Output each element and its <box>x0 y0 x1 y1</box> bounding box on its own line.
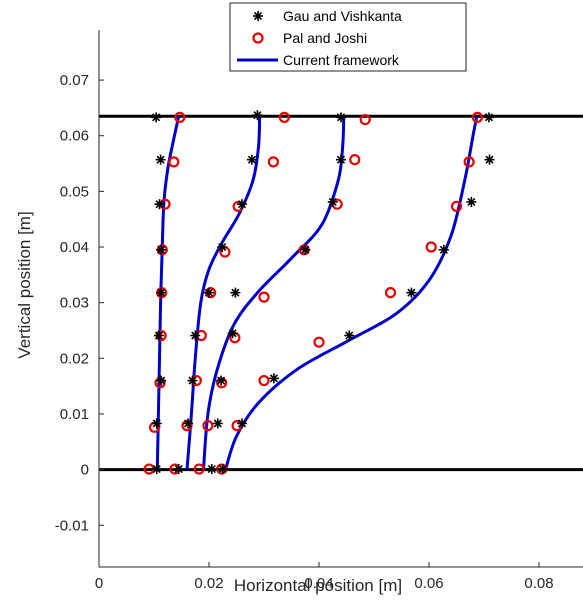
data-point-gau-vishkanta <box>227 328 238 339</box>
data-point-pal-joshi <box>168 156 180 168</box>
data-point-gau-vishkanta <box>187 375 198 386</box>
x-tick-label: 0.08 <box>524 575 553 592</box>
data-point-pal-joshi <box>471 111 483 123</box>
series-line-current-framework <box>155 115 181 470</box>
data-point-pal-joshi <box>450 200 463 213</box>
data-point-pal-joshi <box>258 291 270 303</box>
y-tick-label: 0.01 <box>60 406 89 423</box>
data-point-gau-vishkanta <box>484 154 495 165</box>
series-line-current-framework <box>185 116 262 470</box>
data-point-pal-joshi <box>425 241 437 253</box>
data-point-gau-vishkanta <box>156 244 167 255</box>
y-tick-label: 0.07 <box>60 72 89 89</box>
data-point-gau-vishkanta <box>230 287 241 298</box>
data-point-gau-vishkanta <box>252 110 263 121</box>
data-point-gau-vishkanta <box>154 199 165 210</box>
data-point-pal-joshi <box>181 420 193 432</box>
data-point-gau-vishkanta <box>246 154 257 165</box>
legend-label-pal: Pal and Joshi <box>283 30 367 46</box>
data-point-gau-vishkanta <box>155 154 166 165</box>
data-point-gau-vishkanta <box>156 287 167 298</box>
legend-marker-pal <box>252 32 264 44</box>
legend-label-current: Current framework <box>283 52 400 68</box>
data-point-pal-joshi <box>202 420 214 432</box>
data-point-gau-vishkanta <box>438 244 449 255</box>
y-tick-label: 0.04 <box>60 239 89 256</box>
data-point-gau-vishkanta <box>151 464 162 475</box>
data-point-pal-joshi <box>258 374 270 387</box>
data-point-gau-vishkanta <box>206 464 217 475</box>
data-point-gau-vishkanta <box>217 464 228 475</box>
data-point-gau-vishkanta <box>217 242 228 253</box>
data-point-gau-vishkanta <box>173 464 184 475</box>
data-point-gau-vishkanta <box>336 154 346 165</box>
data-point-gau-vishkanta <box>336 112 346 123</box>
y-tick-label: 0.03 <box>60 295 89 312</box>
x-tick-label: 0.06 <box>414 575 443 592</box>
data-point-gau-vishkanta <box>216 375 227 386</box>
data-point-gau-vishkanta <box>237 199 247 210</box>
legend: Gau and Vishkanta Pal and Joshi Current … <box>229 2 467 72</box>
data-point-gau-vishkanta <box>327 196 338 207</box>
data-point-pal-joshi <box>267 156 279 168</box>
legend-marker-gau <box>253 11 263 21</box>
y-tick-label: -0.01 <box>55 517 89 534</box>
data-point-gau-vishkanta <box>406 287 417 298</box>
data-point-gau-vishkanta <box>190 330 201 341</box>
data-point-pal-joshi <box>359 113 371 126</box>
data-point-gau-vishkanta <box>183 418 194 429</box>
data-point-pal-joshi <box>193 463 205 475</box>
y-tick-label: 0.02 <box>60 350 89 367</box>
data-point-gau-vishkanta <box>344 330 355 341</box>
plot-area <box>99 110 583 475</box>
data-point-gau-vishkanta <box>156 375 167 386</box>
data-point-gau-vishkanta <box>153 330 164 341</box>
x-tick-label: 0 <box>95 575 103 592</box>
x-tick-label: 0.04 <box>304 575 333 592</box>
data-point-pal-joshi <box>278 111 290 123</box>
x-ticks: 0 0.02 0.04 0.06 0.08 <box>95 562 554 592</box>
data-point-pal-joshi <box>174 111 186 123</box>
y-tick-label: 0.05 <box>60 183 89 200</box>
data-point-pal-joshi <box>463 156 475 168</box>
data-point-gau-vishkanta <box>268 373 279 384</box>
data-point-gau-vishkanta <box>300 244 311 255</box>
data-point-gau-vishkanta <box>237 418 247 429</box>
data-point-pal-joshi <box>384 287 397 299</box>
data-point-gau-vishkanta <box>151 418 162 429</box>
y-tick-label: 0 <box>81 462 89 479</box>
data-point-gau-vishkanta <box>151 112 162 123</box>
x-axis-title: Horizontal position [m] <box>234 576 402 595</box>
y-ticks: -0.01 0 0.01 0.02 0.03 0.04 0.05 0.06 0.07 <box>55 72 104 534</box>
data-point-gau-vishkanta <box>483 112 494 123</box>
data-point-pal-joshi <box>154 377 166 389</box>
y-tick-label: 0.06 <box>60 128 89 145</box>
data-point-gau-vishkanta <box>466 196 477 207</box>
data-point-gau-vishkanta <box>204 287 214 298</box>
data-point-pal-joshi <box>313 336 325 348</box>
y-axis-title: Vertical position [m] <box>15 211 34 358</box>
data-point-gau-vishkanta <box>212 418 223 429</box>
axes <box>98 30 583 568</box>
x-tick-label: 0.02 <box>194 575 223 592</box>
data-point-pal-joshi <box>349 154 361 166</box>
legend-label-gau: Gau and Vishkanta <box>283 8 402 24</box>
